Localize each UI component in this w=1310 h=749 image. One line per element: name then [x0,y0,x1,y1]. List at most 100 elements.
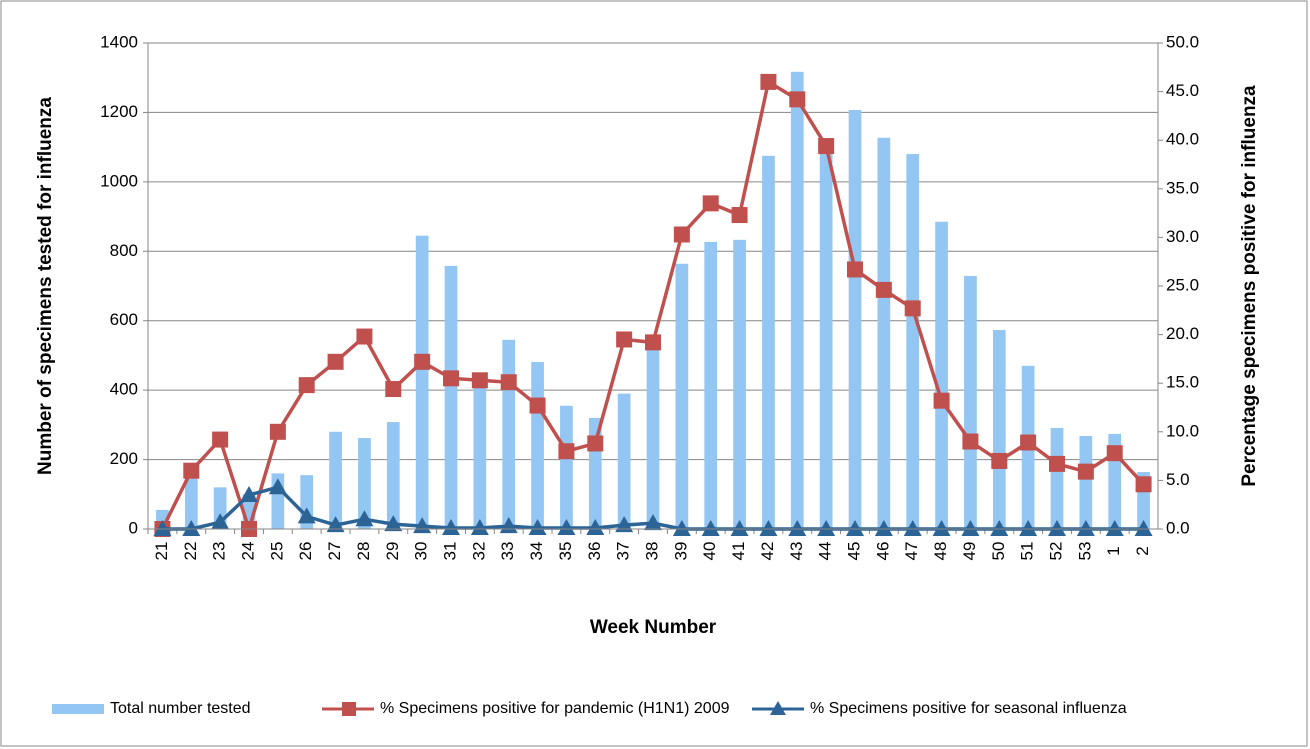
legend-label: Total number tested [110,700,251,717]
x-tick-label: 2 [1133,546,1152,555]
bar [762,155,775,530]
marker [297,507,316,524]
x-tick-label: 1 [1104,546,1123,555]
marker [701,520,720,536]
marker [903,520,922,536]
y-tick-label: 1000 [100,171,138,190]
marker [818,138,835,155]
marker [904,300,921,317]
x-tick-label: 43 [787,542,806,561]
y2-tick-label: 40.0 [1166,130,1199,149]
marker [470,519,489,536]
marker [153,520,172,536]
marker [268,478,287,495]
x-tick-label: 26 [296,542,315,561]
y-tick-label: 1400 [100,32,138,51]
marker [1105,520,1124,536]
x-tick-label: 23 [210,542,229,561]
bar [588,417,602,529]
x-tick-label: 24 [238,542,257,561]
y2-tick-label: 5.0 [1166,470,1190,489]
x-tick-label: 25 [267,542,286,561]
x-tick-label: 27 [325,542,344,561]
marker [385,381,402,398]
y-tick-label: 0 [129,518,138,537]
y-axis-title: Number of specimens tested for influenza [35,97,56,475]
marker [240,485,258,502]
marker [874,520,893,536]
marker [673,226,690,243]
marker [645,334,661,351]
x-tick-label: 41 [729,542,748,561]
bar [329,431,342,529]
marker [789,91,806,108]
bar [531,362,544,529]
marker [1134,520,1153,536]
marker [355,510,374,527]
bar [704,241,718,530]
marker [644,514,662,531]
marker [875,281,892,298]
bar [992,330,1006,529]
marker [586,519,605,536]
marker [211,513,230,530]
marker [1076,520,1095,536]
marker [356,328,373,345]
bar [733,239,746,529]
x-tick-label: 38 [642,542,661,561]
marker [471,372,488,389]
marker [182,520,201,536]
bar [617,393,631,529]
x-tick-label: 52 [1046,542,1065,561]
bar [675,263,689,529]
bar [848,109,862,530]
bar [358,438,371,529]
x-tick-label: 49 [960,542,979,561]
marker [500,374,517,391]
marker [1106,445,1123,462]
bar [560,405,573,529]
marker [327,353,344,370]
bar [964,275,977,529]
y2-tick-label: 50.0 [1166,32,1199,51]
y-tick-label: 800 [110,241,138,260]
marker [846,520,864,536]
y-tick-label: 400 [110,380,138,399]
x-tick-label: 42 [758,542,777,561]
legend-swatch [52,704,104,714]
marker [529,397,546,414]
marker [730,520,749,536]
x-tick-label: 45 [844,542,863,561]
x-tick-label: 46 [873,542,892,561]
marker [1077,463,1094,480]
marker [269,423,286,440]
marker [298,377,315,394]
marker [183,462,200,479]
marker [1049,455,1065,472]
marker [615,516,634,533]
bar [790,71,804,529]
bar [444,265,458,529]
marker [932,520,951,536]
x-tick-label: 29 [383,542,402,561]
y-tick-label: 1200 [100,102,138,121]
marker [991,452,1008,469]
marker [1020,434,1037,451]
x-tick-label: 51 [1018,542,1037,561]
legend-swatch [342,702,356,716]
bar [502,339,516,529]
x-tick-label: 28 [354,542,373,561]
bar [935,221,948,529]
marker [731,207,748,224]
x-tick-label: 33 [498,542,517,561]
legend-swatch [770,701,786,715]
y-tick-label: 600 [110,310,138,329]
bar [877,137,891,529]
x-tick-label: 44 [816,542,835,561]
x-tick-label: 34 [527,542,546,561]
legend-label: % Specimens positive for pandemic (H1N1)… [380,700,730,717]
x-tick-label: 37 [614,542,633,561]
bar [1079,435,1093,529]
y2-tick-label: 25.0 [1166,275,1199,294]
x-tick-label: 39 [671,542,690,561]
